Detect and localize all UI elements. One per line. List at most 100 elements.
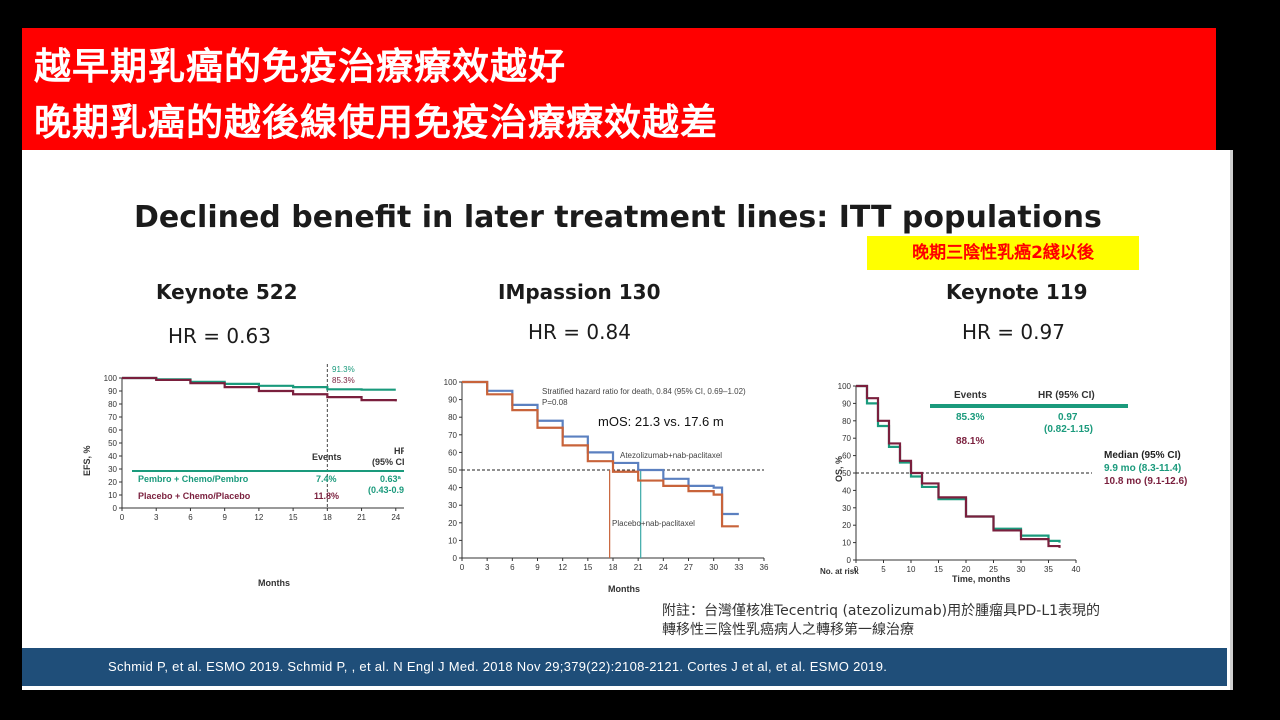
y-tick-label: 60 xyxy=(842,452,851,461)
y-tick-label: 30 xyxy=(842,504,851,513)
y-tick-label: 30 xyxy=(108,465,117,474)
y-tick-label: 80 xyxy=(108,400,117,409)
hr-value: 0.97 xyxy=(1058,412,1078,423)
y-tick-label: 0 xyxy=(113,504,118,513)
x-tick-label: 21 xyxy=(357,513,366,522)
risk-label: No. at risk xyxy=(820,567,859,576)
chart-keynote-119: 0 5 10 15 20 25 30 35 40 0 10 20 30 40 50 60 70 80 90 100 E… xyxy=(820,382,1187,584)
slide-title: Declined benefit in later treatment line… xyxy=(134,200,1102,235)
y-tick-label: 0 xyxy=(847,556,852,565)
highlight-note: 晚期三陰性乳癌2綫以後 xyxy=(867,236,1139,270)
hr-keynote-522: HR = 0.63 xyxy=(168,324,271,348)
x-axis-label: Time, months xyxy=(952,574,1010,584)
legend-pembro: Pembro + Chemo/Pembro xyxy=(138,474,249,484)
y-axis-label: OS, % xyxy=(834,456,844,482)
hr-keynote-119: HR = 0.97 xyxy=(962,320,1065,344)
x-tick-label: 18 xyxy=(323,513,332,522)
events-pembro: 85.3% xyxy=(956,412,984,423)
banner-line-2: 晚期乳癌的越後線使用免疫治療療效越差 xyxy=(34,101,718,144)
hr-header: HR (95% CI) xyxy=(1038,390,1095,401)
trial-name-impassion-130: IMpassion 130 xyxy=(498,280,661,304)
y-tick-label: 20 xyxy=(448,519,457,528)
y-tick-label: 100 xyxy=(838,382,852,391)
ci-pembro: (0.43-0.93) xyxy=(368,485,404,495)
series-line-atezolizumab xyxy=(462,380,739,516)
chart-impassion-130: 0 3 6 9 12 15 18 21 24 27 30 33 36010203040506070809… xyxy=(444,378,769,594)
x-tick-label: 36 xyxy=(760,563,769,572)
y-tick-label: 10 xyxy=(108,491,117,500)
median-chemo: 10.8 mo (9.1-12.6) xyxy=(1104,476,1187,487)
x-axis-label: Months xyxy=(608,584,640,594)
y-tick-label: 80 xyxy=(842,417,851,426)
p-value: P=0.08 xyxy=(542,398,568,407)
x-tick-label: 12 xyxy=(254,513,263,522)
x-axis-label: Months xyxy=(258,578,290,588)
x-tick-label: 0 xyxy=(854,565,859,574)
events-pembro: 7.4% xyxy=(316,474,337,484)
x-tick-label: 15 xyxy=(934,565,943,574)
label-placebo: Placebo+nab-paclitaxel xyxy=(612,519,695,528)
annotation-85: 85.3% xyxy=(332,376,355,385)
x-tick-label: 10 xyxy=(907,565,916,574)
annotation-91: 91.3% xyxy=(332,365,355,374)
x-tick-label: 9 xyxy=(535,563,540,572)
y-tick-label: 30 xyxy=(448,501,457,510)
hr-pembro: 0.63ª xyxy=(380,474,402,484)
x-tick-label: 30 xyxy=(709,563,718,572)
label-atezolizumab: Atezolizumab+nab-paclitaxel xyxy=(620,451,722,460)
x-tick-label: 9 xyxy=(222,513,227,522)
y-tick-label: 90 xyxy=(448,396,457,405)
y-tick-label: 40 xyxy=(842,486,851,495)
hr-header: HR xyxy=(394,446,404,456)
x-tick-label: 15 xyxy=(583,563,592,572)
title-banner: 越早期乳癌的免疫治療療效越好 晚期乳癌的越後線使用免疫治療療效越差 xyxy=(22,28,1216,154)
x-tick-label: 35 xyxy=(1044,565,1053,574)
x-tick-label: 20 xyxy=(962,565,971,574)
y-tick-label: 60 xyxy=(448,448,457,457)
y-tick-label: 20 xyxy=(842,521,851,530)
x-tick-label: 40 xyxy=(1072,565,1081,574)
y-tick-label: 100 xyxy=(104,374,118,383)
footer-bar: Schmid P, et al. ESMO 2019. Schmid P, , … xyxy=(22,648,1227,686)
events-header: Events xyxy=(312,452,342,462)
footer-citation: Schmid P, et al. ESMO 2019. Schmid P, , … xyxy=(108,659,888,674)
x-tick-label: 30 xyxy=(1017,565,1026,574)
series-line-pembro xyxy=(856,384,1061,543)
slide-panel: Declined benefit in later treatment line… xyxy=(22,150,1233,690)
chart-keynote-522: 03691215182124270102030405060708090100 9… xyxy=(82,364,404,588)
footnote-line-2: 轉移性三陰性乳癌病人之轉移第一線治療 xyxy=(662,622,914,638)
median-header: Median (95% CI) xyxy=(1104,450,1181,461)
banner-line-1: 越早期乳癌的免疫治療療效越好 xyxy=(34,45,566,88)
y-tick-label: 100 xyxy=(444,378,458,387)
x-tick-label: 33 xyxy=(734,563,743,572)
x-tick-label: 27 xyxy=(684,563,693,572)
y-tick-label: 80 xyxy=(448,413,457,422)
x-tick-label: 15 xyxy=(289,513,298,522)
x-tick-label: 0 xyxy=(120,513,125,522)
hr-impassion-130: HR = 0.84 xyxy=(528,320,631,344)
mos-label: mOS: 21.3 vs. 17.6 m xyxy=(598,414,724,429)
x-tick-label: 6 xyxy=(510,563,515,572)
x-tick-label: 0 xyxy=(460,563,465,572)
y-tick-label: 90 xyxy=(108,387,117,396)
y-tick-label: 10 xyxy=(448,536,457,545)
trial-name-keynote-522: Keynote 522 xyxy=(156,280,298,304)
x-tick-label: 5 xyxy=(881,565,886,574)
x-tick-label: 25 xyxy=(989,565,998,574)
series-line-chemo xyxy=(856,384,1061,548)
hr-ci: (0.82-1.15) xyxy=(1044,424,1093,435)
y-tick-label: 40 xyxy=(448,484,457,493)
x-tick-label: 24 xyxy=(659,563,668,572)
x-tick-label: 24 xyxy=(391,513,400,522)
trial-name-keynote-119: Keynote 119 xyxy=(946,280,1088,304)
hr-header-ci: (95% CI) xyxy=(372,457,404,467)
x-tick-label: 21 xyxy=(634,563,643,572)
x-tick-label: 3 xyxy=(485,563,490,572)
x-tick-label: 6 xyxy=(188,513,193,522)
y-tick-label: 0 xyxy=(453,554,458,563)
x-tick-label: 12 xyxy=(558,563,567,572)
events-header: Events xyxy=(954,390,987,401)
events-placebo: 11.8% xyxy=(314,491,339,501)
legend-placebo: Placebo + Chemo/Placebo xyxy=(138,491,251,501)
series-line-placebo xyxy=(462,380,739,528)
